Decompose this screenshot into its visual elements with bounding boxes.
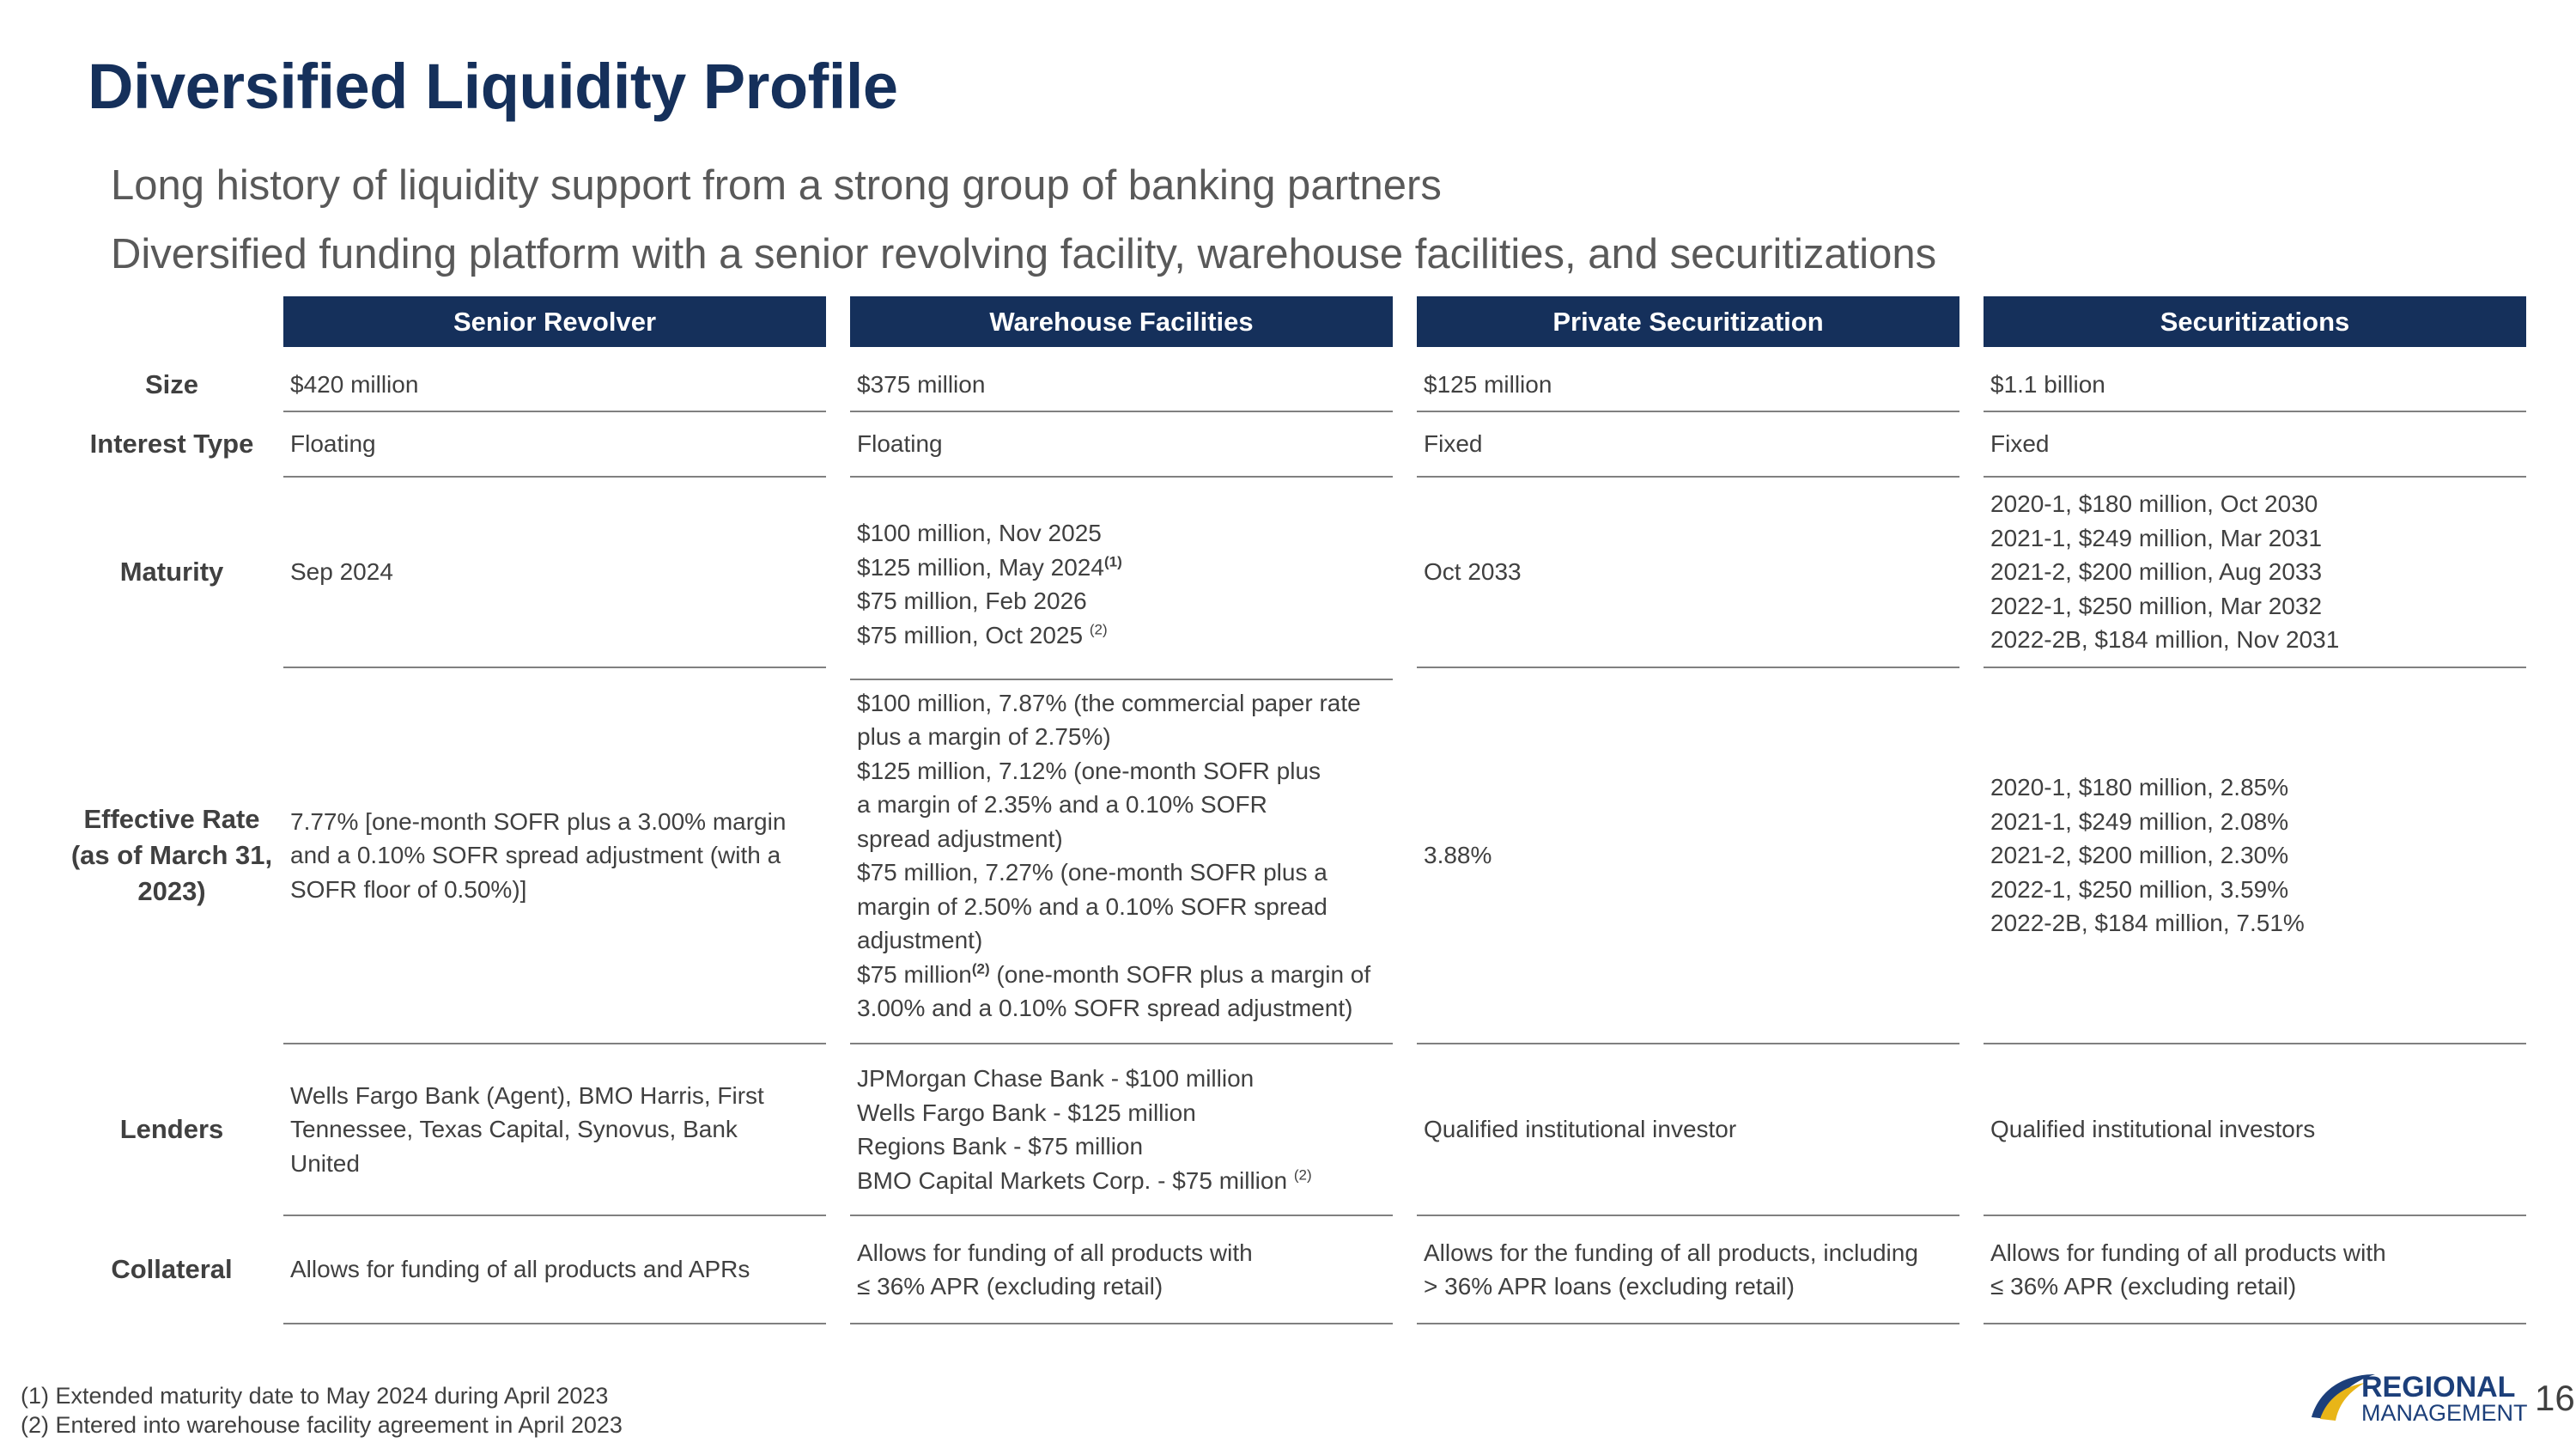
cell-line: 2021-1, $249 million, Mar 2031 bbox=[1990, 524, 2323, 551]
cell-lenders-senior-revolver: Wells Fargo Bank (Agent), BMO Harris, Fi… bbox=[283, 1044, 826, 1216]
cell-line: > 36% APR loans (excluding retail) bbox=[1424, 1273, 1795, 1300]
footnote-ref: (2) bbox=[1089, 621, 1108, 638]
cell-line: 2022-1, $250 million, Mar 2032 bbox=[1990, 592, 2323, 619]
cell-line: 2022-2B, $184 million, 7.51% bbox=[1990, 910, 2305, 937]
cell-line: ≤ 36% APR (excluding retail) bbox=[1990, 1273, 2297, 1300]
cell-line: $100 million, 7.87% (the commercial pape… bbox=[857, 689, 1361, 751]
cell-rate-warehouse: $100 million, 7.87% (the commercial pape… bbox=[850, 668, 1393, 1044]
header-warehouse-facilities: Warehouse Facilities bbox=[850, 296, 1393, 347]
cell-line: JPMorgan Chase Bank - $100 million bbox=[857, 1065, 1255, 1092]
cell-line: 2021-2, $200 million, 2.30% bbox=[1990, 842, 2289, 869]
row-label-interest-type: Interest Type bbox=[89, 429, 254, 459]
cell-interest-senior-revolver: Floating bbox=[283, 412, 826, 478]
cell-text: Floating bbox=[857, 430, 943, 458]
cell-maturity-senior-revolver: Sep 2024 bbox=[283, 478, 826, 668]
cell-size-securitizations: $1.1 billion bbox=[1984, 359, 2526, 412]
row-label-size: Size bbox=[144, 369, 199, 399]
cell-text: Fixed bbox=[1424, 430, 1483, 458]
cell-collateral-private: Allows for the funding of all products, … bbox=[1417, 1216, 1959, 1324]
row-label-line: Effective Rate bbox=[83, 804, 260, 834]
footnote-ref: (2) bbox=[1293, 1166, 1312, 1184]
cell-line: 2021-2, $200 million, Aug 2033 bbox=[1990, 558, 2323, 586]
page-number: 16 bbox=[2535, 1378, 2575, 1418]
footnote-ref: (1) bbox=[1103, 553, 1122, 570]
logo-line-1: REGIONAL bbox=[2361, 1371, 2515, 1403]
cell-text: Wells Fargo Bank (Agent), BMO Harris, Fi… bbox=[290, 1081, 764, 1177]
cell-interest-securitizations: Fixed bbox=[1984, 412, 2526, 478]
cell-lenders-private: Qualified institutional investor bbox=[1417, 1044, 1959, 1216]
cell-line: Allows for funding of all products with bbox=[857, 1239, 1253, 1266]
cell-text: Fixed bbox=[1990, 430, 2050, 458]
footnote-2: (2) Entered into warehouse facility agre… bbox=[21, 1412, 623, 1438]
footnote-ref: (2) bbox=[971, 960, 990, 977]
cell-lenders-warehouse: JPMorgan Chase Bank - $100 million Wells… bbox=[850, 1044, 1393, 1216]
cell-text: $420 million bbox=[290, 371, 419, 399]
cell-collateral-securitizations: Allows for funding of all products with … bbox=[1984, 1216, 2526, 1324]
cell-text: Sep 2024 bbox=[290, 558, 393, 586]
logo-line-2: MANAGEMENT bbox=[2361, 1400, 2528, 1424]
cell-line: $75 million(2) (one-month SOFR plus a ma… bbox=[857, 960, 1371, 1022]
cell-text: $375 million bbox=[857, 371, 986, 399]
cell-text: Qualified institutional investors bbox=[1990, 1116, 2316, 1143]
cell-text: $1.1 billion bbox=[1990, 371, 2105, 399]
cell-line: 2020-1, $180 million, 2.85% bbox=[1990, 774, 2289, 801]
cell-text: $125 million bbox=[1424, 371, 1552, 399]
cell-line: $125 million, May 2024(1) bbox=[857, 553, 1122, 581]
cell-text: Oct 2033 bbox=[1424, 558, 1522, 586]
cell-rate-private: 3.88% bbox=[1417, 668, 1959, 1044]
header-private-securitization: Private Securitization bbox=[1417, 296, 1959, 347]
row-label-lenders: Lenders bbox=[119, 1114, 224, 1144]
row-label-line: 2023) bbox=[137, 876, 206, 906]
cell-text: 3.88% bbox=[1424, 842, 1492, 869]
row-label-effective-rate: Effective Rate (as of March 31, 2023) bbox=[60, 668, 283, 1043]
cell-line: 2021-1, $249 million, 2.08% bbox=[1990, 807, 2289, 835]
cell-maturity-securitizations: 2020-1, $180 million, Oct 2030 2021-1, $… bbox=[1984, 478, 2526, 668]
cell-line: Allows for the funding of all products, … bbox=[1424, 1239, 1918, 1266]
cell-line: BMO Capital Markets Corp. - $75 million … bbox=[857, 1166, 1312, 1194]
cell-text: 7.77% [one-month SOFR plus a 3.00% margi… bbox=[290, 807, 787, 903]
cell-line: $75 million, 7.27% (one-month SOFR plus … bbox=[857, 859, 1327, 953]
cell-line: 2022-1, $250 million, 3.59% bbox=[1990, 875, 2289, 903]
cell-rate-senior-revolver: 7.77% [one-month SOFR plus a 3.00% margi… bbox=[283, 668, 826, 1044]
cell-line: ≤ 36% APR (excluding retail) bbox=[857, 1273, 1163, 1300]
cell-line: Wells Fargo Bank - $125 million bbox=[857, 1099, 1196, 1126]
cell-maturity-warehouse: $100 million, Nov 2025 $125 million, May… bbox=[850, 478, 1393, 680]
bullet-funding-platform: Diversified funding platform with a seni… bbox=[111, 231, 1937, 277]
cell-line: 2022-2B, $184 million, Nov 2031 bbox=[1990, 626, 2340, 654]
footnotes: (1) Extended maturity date to May 2024 d… bbox=[21, 1381, 623, 1440]
cell-line: $75 million, Oct 2025 (2) bbox=[857, 621, 1108, 648]
cell-maturity-private: Oct 2033 bbox=[1417, 478, 1959, 668]
slide-title: Diversified Liquidity Profile bbox=[88, 51, 898, 122]
cell-text: Qualified institutional investor bbox=[1424, 1116, 1737, 1143]
cell-line: $125 million, 7.12% (one-month SOFR plus… bbox=[857, 757, 1321, 852]
cell-size-private: $125 million bbox=[1417, 359, 1959, 412]
row-label-collateral: Collateral bbox=[111, 1254, 233, 1284]
cell-collateral-senior-revolver: Allows for funding of all products and A… bbox=[283, 1216, 826, 1324]
cell-line: Allows for funding of all products with bbox=[1990, 1239, 2386, 1266]
cell-collateral-warehouse: Allows for funding of all products with … bbox=[850, 1216, 1393, 1324]
header-senior-revolver: Senior Revolver bbox=[283, 296, 826, 347]
row-label-maturity: Maturity bbox=[119, 557, 224, 587]
row-label-line: (as of March 31, bbox=[70, 840, 273, 870]
header-securitizations: Securitizations bbox=[1984, 296, 2526, 347]
cell-line: 2020-1, $180 million, Oct 2030 bbox=[1990, 490, 2318, 518]
cell-lenders-securitizations: Qualified institutional investors bbox=[1984, 1044, 2526, 1216]
cell-line: $100 million, Nov 2025 bbox=[857, 520, 1102, 546]
cell-interest-warehouse: Floating bbox=[850, 412, 1393, 478]
cell-text: Allows for funding of all products and A… bbox=[290, 1256, 750, 1283]
cell-line: Regions Bank - $75 million bbox=[857, 1133, 1144, 1160]
cell-text: Floating bbox=[290, 430, 376, 458]
footnote-1: (1) Extended maturity date to May 2024 d… bbox=[21, 1383, 609, 1409]
cell-line: $75 million, Feb 2026 bbox=[857, 588, 1087, 614]
regional-management-logo: REGIONAL MANAGEMENT bbox=[2312, 1371, 2528, 1424]
cell-size-warehouse: $375 million bbox=[850, 359, 1393, 412]
cell-rate-securitizations: 2020-1, $180 million, 2.85% 2021-1, $249… bbox=[1984, 668, 2526, 1044]
bullet-banking-partners: Long history of liquidity support from a… bbox=[111, 162, 1442, 209]
cell-interest-private: Fixed bbox=[1417, 412, 1959, 478]
cell-size-senior-revolver: $420 million bbox=[283, 359, 826, 412]
swoosh-icon bbox=[2312, 1374, 2375, 1421]
